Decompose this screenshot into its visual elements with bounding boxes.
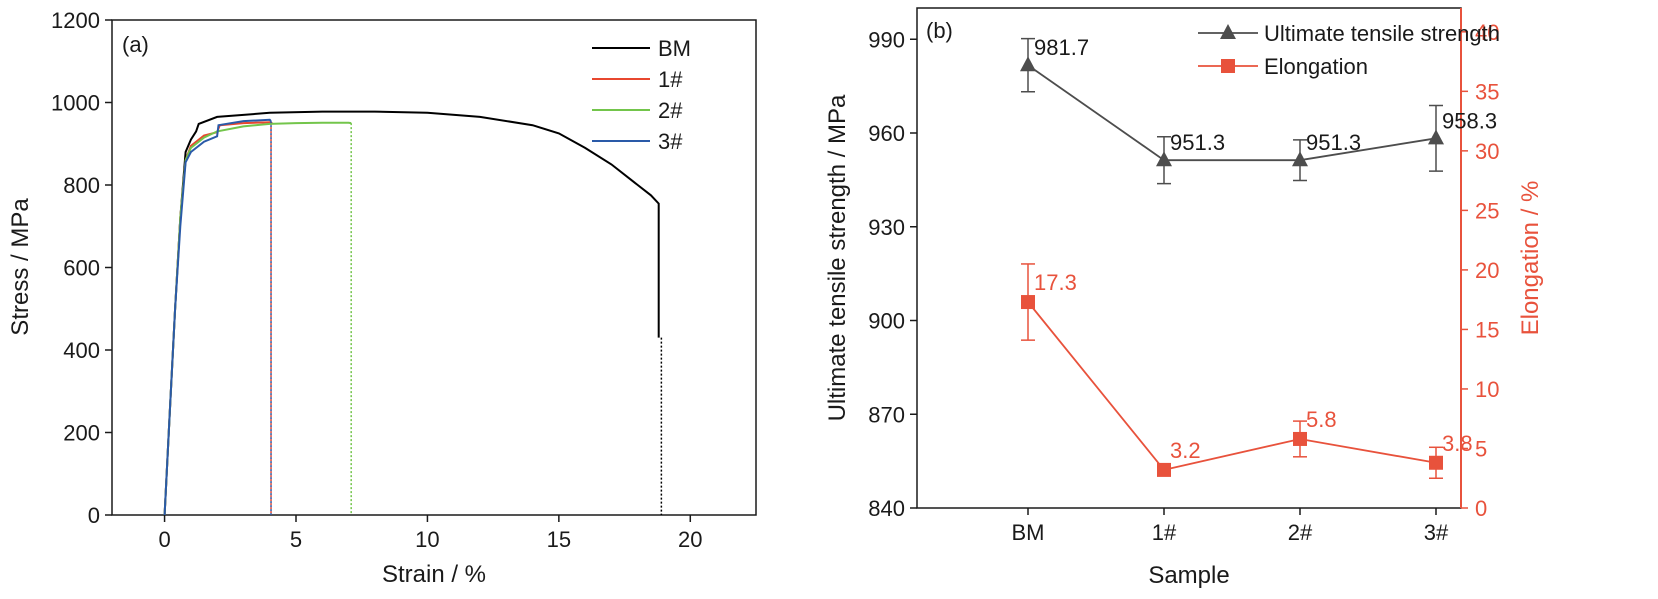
panel-a-x-tick-label: 20: [678, 527, 702, 552]
series-1-data-label: 3.8: [1442, 431, 1473, 456]
panel-b-left-y-axis-label: Ultimate tensile strength / MPa: [824, 94, 851, 421]
series-1-data-label: 17.3: [1034, 270, 1077, 295]
series-1#-curve: [163, 121, 273, 516]
panel-b-right-y-tick-label: 20: [1475, 258, 1499, 283]
panel-a-y-tick-label: 1200: [51, 8, 100, 33]
panel-b-right-y-axis-label: Elongation / %: [1517, 181, 1544, 336]
series-0-triangle-marker: [1020, 56, 1036, 72]
legend-label-0: Ultimate tensile strength: [1264, 21, 1500, 46]
panel-a-x-axis-label: Strain / %: [382, 561, 486, 588]
panel-b-right-y-tick-label: 5: [1475, 436, 1487, 461]
panel-b-frame: [916, 7, 1462, 509]
legend-square-marker: [1221, 59, 1235, 73]
series-1-square-marker: [1429, 455, 1443, 470]
panel-b-right-y-tick-label: 35: [1475, 79, 1499, 104]
series-3#-curve: [163, 118, 272, 516]
panel-b-x-tick-label: 2#: [1288, 520, 1313, 545]
panel-a-legend: BM 1# 2# 3#: [592, 36, 691, 154]
series-BM-curve: [163, 110, 660, 516]
panel-a-plot-area: [163, 110, 663, 516]
legend-label-1#: 1#: [658, 67, 683, 92]
legend-label-1: Elongation: [1264, 54, 1368, 79]
panel-b: BM 1# 2# 3# 840 870 900 930 960 990 0 5 10 15 20 25 30 35…: [824, 7, 1544, 589]
series-1-data-label: 3.2: [1170, 438, 1201, 463]
panel-b-right-y-tick-label: 10: [1475, 377, 1499, 402]
panel-b-ticks: BM 1# 2# 3# 840 870 900 930 960 990 0 5 10 15 20 25 30 35…: [868, 20, 1499, 545]
panel-a-x-tick-label: 0: [158, 527, 170, 552]
series-1-data-label: 5.8: [1306, 407, 1337, 432]
panel-b-right-y-tick-label: 30: [1475, 139, 1499, 164]
series-0-line: [1027, 64, 1437, 162]
panel-a-y-tick-label: 800: [63, 173, 100, 198]
legend-triangle-marker: [1220, 24, 1236, 39]
series-0-triangle-marker: [1428, 129, 1444, 145]
panel-b-x-axis-label: Sample: [1148, 562, 1229, 589]
panel-a-y-tick-label: 600: [63, 256, 100, 281]
panel-b-left-y-tick-label: 930: [868, 215, 905, 240]
series-2#-curve: [163, 121, 352, 516]
panel-b-legend: Ultimate tensile strength Elongation: [1198, 21, 1500, 79]
panel-b-right-y-tick-label: 0: [1475, 496, 1487, 521]
series-1-square-marker: [1157, 462, 1171, 477]
panel-a-y-tick-label: 1000: [51, 91, 100, 116]
series-1-square-marker: [1021, 295, 1035, 310]
panel-b-right-y-tick-label: 40: [1475, 20, 1499, 45]
series-1-line: [1027, 301, 1437, 471]
series-0-data-label: 951.3: [1170, 130, 1225, 155]
series-0-triangle-marker: [1292, 151, 1308, 167]
panel-b-label: (b): [926, 18, 953, 43]
series-0-data-label: 958.3: [1442, 108, 1497, 133]
legend-label-2#: 2#: [658, 98, 683, 123]
series-0-data-label: 951.3: [1306, 130, 1361, 155]
legend-label-BM: BM: [658, 36, 691, 61]
panel-a-x-tick-label: 15: [547, 527, 571, 552]
panel-b-right-y-tick-label: 15: [1475, 317, 1499, 342]
panel-b-left-y-tick-label: 900: [868, 309, 905, 334]
panel-b-right-y-tick-label: 25: [1475, 198, 1499, 223]
panel-b-x-tick-label: BM: [1012, 520, 1045, 545]
legend-label-3#: 3#: [658, 129, 683, 154]
panel-b-plot-area: 981.7 951.3 951.3 958.3 17.3 3.2 5.8 3.8: [1020, 35, 1497, 479]
panel-a-x-tick-label: 10: [415, 527, 439, 552]
panel-b-left-y-tick-label: 870: [868, 402, 905, 427]
panel-a-x-tick-label: 5: [290, 527, 302, 552]
panel-a-y-tick-label: 0: [88, 503, 100, 528]
panel-b-left-y-tick-label: 960: [868, 121, 905, 146]
series-0-triangle-marker: [1156, 151, 1172, 167]
series-0-data-label: 981.7: [1034, 35, 1089, 60]
series-1-square-marker: [1293, 431, 1307, 446]
panel-b-left-y-tick-label: 840: [868, 496, 905, 521]
panel-a-y-tick-label: 400: [63, 338, 100, 363]
panel-b-x-tick-label: 1#: [1152, 520, 1177, 545]
panel-a-label: (a): [122, 32, 149, 57]
panel-a-y-tick-label: 200: [63, 421, 100, 446]
panel-b-x-tick-label: 3#: [1424, 520, 1449, 545]
panel-b-left-y-tick-label: 990: [868, 27, 905, 52]
panel-a-y-axis-label: Stress / MPa: [7, 198, 34, 336]
